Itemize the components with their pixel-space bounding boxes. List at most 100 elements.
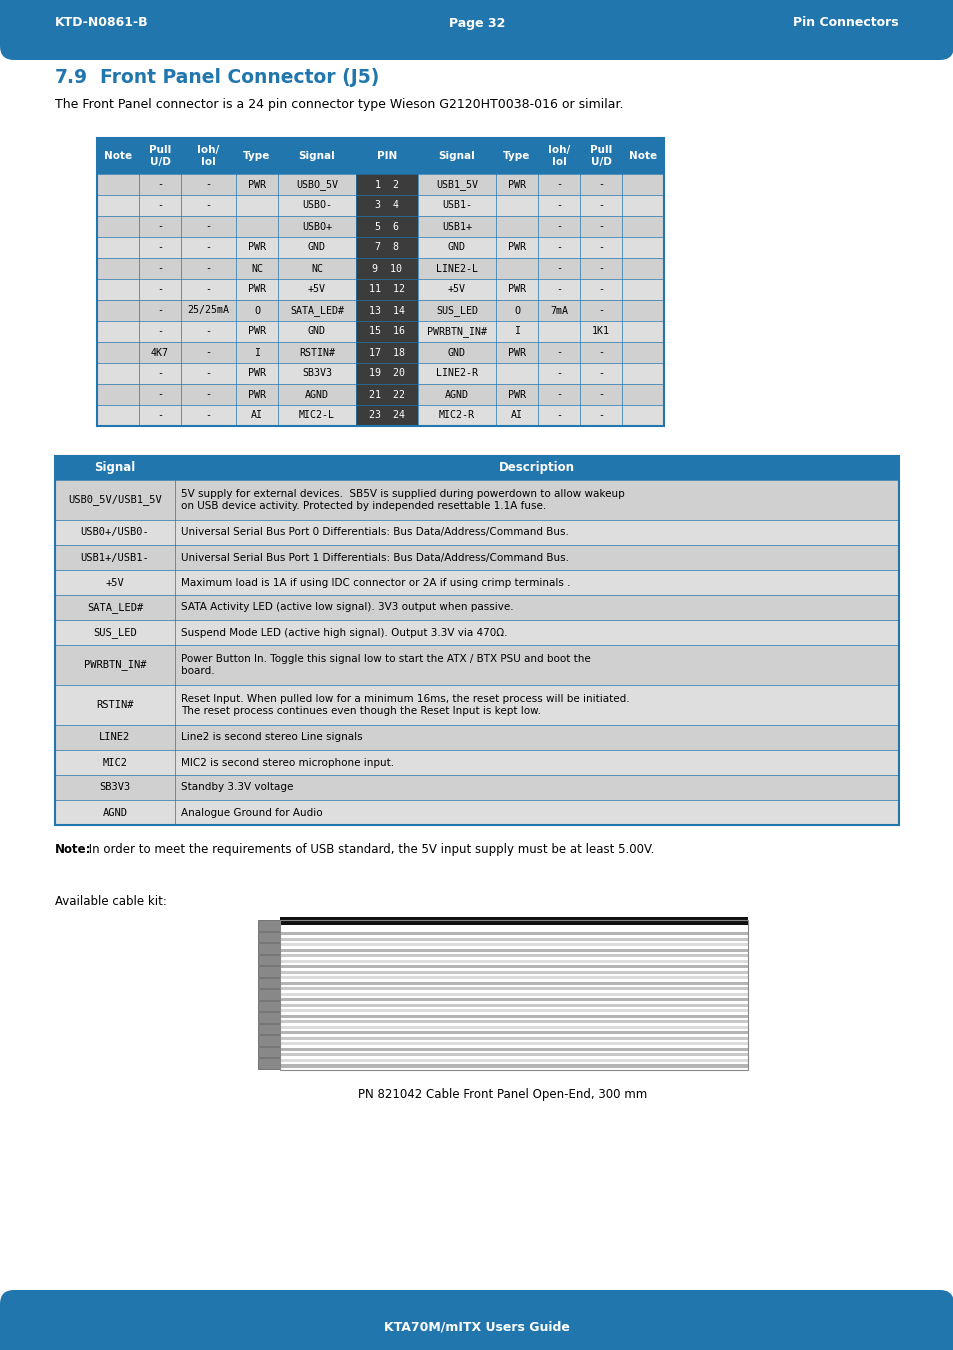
Text: -: - xyxy=(205,243,212,252)
Text: Note: Note xyxy=(628,151,657,161)
Text: Suspend Mode LED (active high signal). Output 3.3V via 470Ω.: Suspend Mode LED (active high signal). O… xyxy=(181,628,507,637)
Text: -: - xyxy=(598,180,603,189)
Bar xyxy=(355,405,417,427)
Text: MIC2: MIC2 xyxy=(102,757,128,768)
Text: -: - xyxy=(205,410,212,420)
Bar xyxy=(280,1053,747,1057)
Bar xyxy=(55,645,898,684)
Text: MIC2 is second stereo microphone input.: MIC2 is second stereo microphone input. xyxy=(181,757,394,768)
Text: Available cable kit:: Available cable kit: xyxy=(55,895,167,909)
Text: SATA_LED#: SATA_LED# xyxy=(87,602,143,613)
Text: 5V supply for external devices.  SB5V is supplied during powerdown to allow wake: 5V supply for external devices. SB5V is … xyxy=(181,489,624,512)
Text: -: - xyxy=(556,390,561,400)
Bar xyxy=(355,321,417,342)
Bar xyxy=(355,174,417,194)
Bar xyxy=(257,944,280,953)
Text: -: - xyxy=(556,369,561,378)
Text: GND: GND xyxy=(308,243,326,252)
Text: -: - xyxy=(205,390,212,400)
Bar xyxy=(257,967,280,976)
Text: Signal: Signal xyxy=(298,151,335,161)
Bar xyxy=(355,194,417,216)
Bar xyxy=(55,684,898,725)
Bar xyxy=(97,194,663,216)
Text: Universal Serial Bus Port 1 Differentials: Bus Data/Address/Command Bus.: Universal Serial Bus Port 1 Differential… xyxy=(181,552,568,563)
Text: -: - xyxy=(157,410,163,420)
Bar xyxy=(355,279,417,300)
Bar xyxy=(257,1012,280,1023)
Text: -: - xyxy=(157,327,163,336)
Bar xyxy=(355,383,417,405)
Bar xyxy=(280,954,747,957)
Text: Power Button In. Toggle this signal low to start the ATX / BTX PSU and boot the
: Power Button In. Toggle this signal low … xyxy=(181,653,590,676)
Text: 5  6: 5 6 xyxy=(375,221,398,231)
Text: -: - xyxy=(157,369,163,378)
Bar xyxy=(355,216,417,238)
Text: PIN: PIN xyxy=(376,151,396,161)
Bar xyxy=(97,405,663,427)
Text: 3  4: 3 4 xyxy=(375,201,398,211)
Text: AGND: AGND xyxy=(444,390,469,400)
Text: AI: AI xyxy=(511,410,522,420)
Text: -: - xyxy=(598,263,603,274)
Text: KTD-N0861-B: KTD-N0861-B xyxy=(55,16,149,30)
Text: -: - xyxy=(205,263,212,274)
Text: -: - xyxy=(598,285,603,294)
Bar xyxy=(280,1037,747,1040)
Text: USBO+: USBO+ xyxy=(302,221,332,231)
Bar xyxy=(280,981,747,984)
Bar xyxy=(280,976,747,979)
Text: Reset Input. When pulled low for a minimum 16ms, the reset process will be initi: Reset Input. When pulled low for a minim… xyxy=(181,694,629,717)
Text: Type: Type xyxy=(243,151,271,161)
Text: Universal Serial Bus Port 0 Differentials: Bus Data/Address/Command Bus.: Universal Serial Bus Port 0 Differential… xyxy=(181,528,568,537)
Bar xyxy=(280,1010,747,1012)
Text: Pin Connectors: Pin Connectors xyxy=(793,16,898,30)
Bar xyxy=(280,965,747,968)
Text: Line2 is second stereo Line signals: Line2 is second stereo Line signals xyxy=(181,733,362,743)
Text: O: O xyxy=(514,305,519,316)
Text: LINE2: LINE2 xyxy=(99,733,131,743)
Bar xyxy=(257,990,280,1000)
Text: -: - xyxy=(157,285,163,294)
Text: SB3V3: SB3V3 xyxy=(99,783,131,792)
Text: Standby 3.3V voltage: Standby 3.3V voltage xyxy=(181,783,294,792)
Bar xyxy=(55,570,898,595)
Text: PWR: PWR xyxy=(248,180,266,189)
Text: -: - xyxy=(598,243,603,252)
Text: PN 821042 Cable Front Panel Open-End, 300 mm: PN 821042 Cable Front Panel Open-End, 30… xyxy=(358,1088,647,1102)
Text: 9  10: 9 10 xyxy=(372,263,401,274)
Bar xyxy=(355,258,417,279)
Bar xyxy=(257,931,280,942)
Text: Analogue Ground for Audio: Analogue Ground for Audio xyxy=(181,807,322,818)
Bar xyxy=(97,300,663,321)
Text: 7mA: 7mA xyxy=(550,305,567,316)
Bar xyxy=(280,992,747,996)
Text: -: - xyxy=(556,347,561,358)
Text: Signal: Signal xyxy=(94,462,135,474)
Text: USB1-: USB1- xyxy=(441,201,472,211)
Bar xyxy=(280,960,747,963)
Text: PWR: PWR xyxy=(507,243,525,252)
Text: -: - xyxy=(556,201,561,211)
Text: -: - xyxy=(556,263,561,274)
Text: Ioh/
Iol: Ioh/ Iol xyxy=(197,146,219,167)
Text: 1  2: 1 2 xyxy=(375,180,398,189)
Text: PWR: PWR xyxy=(248,243,266,252)
Text: PWR: PWR xyxy=(248,327,266,336)
Text: -: - xyxy=(598,347,603,358)
Text: The Front Panel connector is a 24 pin connector type Wieson G2120HT0038-016 or s: The Front Panel connector is a 24 pin co… xyxy=(55,99,623,111)
Text: SB3V3: SB3V3 xyxy=(302,369,332,378)
Bar xyxy=(280,998,747,1002)
Text: Description: Description xyxy=(498,462,575,474)
Text: -: - xyxy=(205,285,212,294)
Bar xyxy=(280,944,747,946)
Text: 17  18: 17 18 xyxy=(369,347,405,358)
Bar xyxy=(257,977,280,988)
Text: 11  12: 11 12 xyxy=(369,285,405,294)
Text: NC: NC xyxy=(251,263,263,274)
Bar xyxy=(97,279,663,300)
Text: -: - xyxy=(598,305,603,316)
Bar xyxy=(97,342,663,363)
Text: MIC2-L: MIC2-L xyxy=(298,410,335,420)
Text: 21  22: 21 22 xyxy=(369,390,405,400)
